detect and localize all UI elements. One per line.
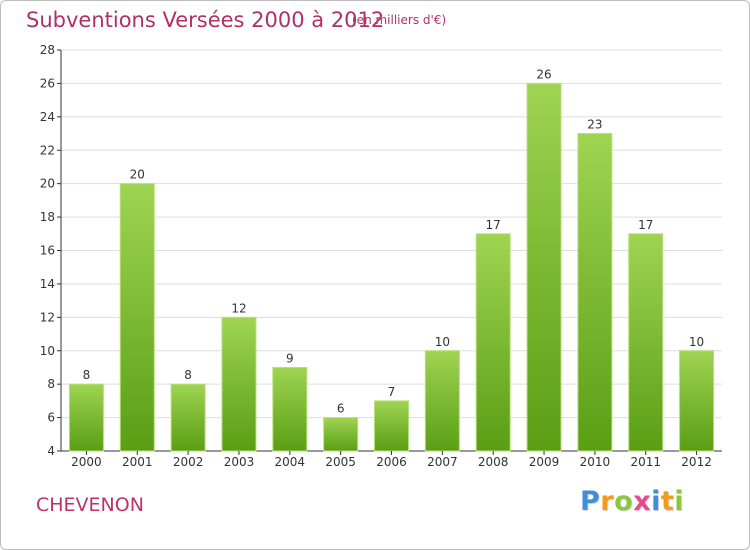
bar	[374, 400, 409, 452]
data-label: 7	[388, 385, 396, 399]
bar	[628, 233, 664, 452]
data-label: 23	[587, 118, 602, 132]
x-tick-label: 2001	[122, 455, 153, 469]
y-tick-label: 24	[40, 110, 55, 124]
x-tick-label: 2010	[580, 455, 611, 469]
x-tick-label: 2012	[681, 455, 712, 469]
y-tick-label: 12	[40, 310, 55, 324]
logo-letter: x	[633, 486, 652, 517]
bar	[170, 383, 206, 452]
bar	[475, 233, 511, 452]
bar	[272, 366, 308, 452]
logo-letter: t	[660, 486, 675, 517]
y-tick-label: 8	[47, 377, 55, 391]
data-label: 10	[435, 335, 450, 349]
logo-letter: r	[600, 486, 615, 517]
logo-letter: i	[651, 486, 661, 517]
bar	[68, 383, 104, 452]
y-tick-label: 10	[40, 344, 55, 358]
commune-name: CHEVENON	[36, 494, 144, 516]
y-tick-label: 20	[40, 177, 55, 191]
bar	[577, 133, 613, 452]
y-tick-label: 26	[40, 76, 55, 90]
data-label: 17	[486, 218, 501, 232]
x-tick-label: 2008	[478, 455, 509, 469]
data-label: 12	[231, 301, 246, 315]
x-tick-label: 2000	[71, 455, 102, 469]
data-label: 20	[130, 168, 145, 182]
x-tick-label: 2009	[529, 455, 560, 469]
y-tick-label: 22	[40, 143, 55, 157]
bar	[526, 82, 562, 452]
bar	[221, 316, 257, 452]
chart-unit: (en milliers d'€)	[352, 13, 447, 27]
x-tick-label: 2011	[630, 455, 661, 469]
x-tick-label: 2006	[376, 455, 407, 469]
y-tick-label: 28	[40, 43, 55, 57]
x-tick-label: 2007	[427, 455, 458, 469]
y-tick-label: 18	[40, 210, 55, 224]
x-tick-label: 2002	[173, 455, 204, 469]
y-tick-label: 16	[40, 244, 55, 258]
y-tick-label: 14	[40, 277, 55, 291]
x-tick-label: 2003	[224, 455, 255, 469]
bar	[323, 417, 359, 452]
x-tick-label: 2005	[325, 455, 356, 469]
x-tick-label: 2004	[275, 455, 306, 469]
data-label: 8	[184, 368, 192, 382]
data-label: 17	[638, 218, 653, 232]
data-label: 9	[286, 351, 294, 365]
y-tick-label: 4	[47, 444, 55, 458]
data-label: 8	[83, 368, 91, 382]
logo-letter: P	[580, 486, 601, 517]
bar	[424, 350, 460, 452]
logo-letter: o	[614, 486, 634, 517]
bar	[679, 350, 715, 452]
proxiti-logo: Proxiti	[580, 486, 684, 517]
chart-title: Subventions Versées 2000 à 2012	[26, 8, 385, 32]
y-tick-label: 6	[47, 411, 55, 425]
logo-letter: i	[674, 486, 685, 517]
data-label: 26	[536, 67, 551, 81]
data-label: 10	[689, 335, 704, 349]
data-label: 6	[337, 402, 345, 416]
bar	[119, 183, 155, 452]
